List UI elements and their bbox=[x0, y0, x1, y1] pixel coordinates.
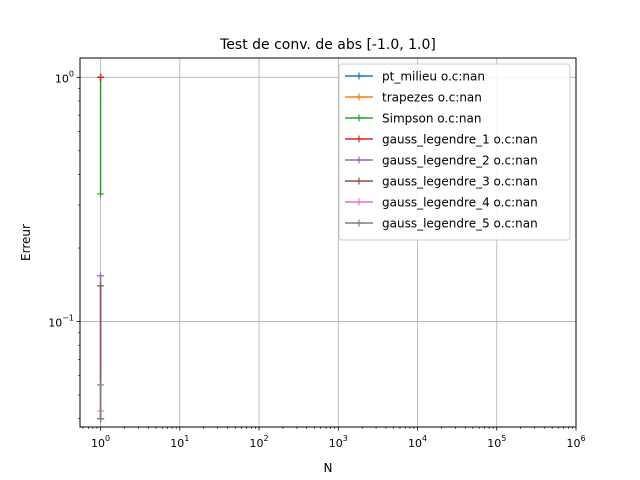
y-tick-label-base: 10 bbox=[55, 72, 69, 85]
legend-label: gauss_legendre_5 o.c:nan bbox=[382, 217, 538, 231]
legend-entry: gauss_legendre_4 o.c:nan bbox=[345, 196, 538, 210]
data-point bbox=[97, 282, 105, 290]
legend-label: Simpson o.c:nan bbox=[382, 112, 481, 126]
legend-label: pt_milieu o.c:nan bbox=[382, 70, 485, 84]
x-tick-label-exp: 3 bbox=[343, 434, 348, 443]
x-tick-label: 106 bbox=[566, 434, 585, 450]
legend-marker bbox=[355, 72, 363, 80]
x-tick-label-exp: 2 bbox=[264, 434, 269, 443]
x-tick-label-base: 10 bbox=[329, 437, 343, 450]
legend-label: gauss_legendre_2 o.c:nan bbox=[382, 154, 538, 168]
legend-marker bbox=[355, 177, 363, 185]
y-tick-label: 10−1 bbox=[48, 314, 74, 330]
x-tick-label-base: 10 bbox=[91, 437, 105, 450]
x-tick-label-exp: 0 bbox=[105, 434, 110, 443]
axes-frame bbox=[79, 57, 577, 428]
data-point bbox=[97, 415, 105, 423]
x-tick-label: 102 bbox=[250, 434, 269, 450]
x-tick-label: 103 bbox=[329, 434, 348, 450]
data-point bbox=[97, 190, 105, 198]
x-tick-label: 104 bbox=[408, 434, 427, 450]
legend-entry: gauss_legendre_5 o.c:nan bbox=[345, 217, 538, 231]
x-tick-label-exp: 1 bbox=[184, 434, 189, 443]
x-tick-label-base: 10 bbox=[408, 437, 422, 450]
y-tick-label-exp: −1 bbox=[62, 314, 74, 323]
x-tick-label-exp: 5 bbox=[501, 434, 506, 443]
x-tick-label: 101 bbox=[170, 434, 189, 450]
x-tick-label-base: 10 bbox=[170, 437, 184, 450]
series-4 bbox=[97, 73, 105, 81]
x-tick-label-exp: 4 bbox=[422, 434, 427, 443]
x-tick-label-base: 10 bbox=[487, 437, 501, 450]
y-axis-label: Erreur bbox=[19, 224, 33, 261]
y-tick-label-base: 10 bbox=[48, 317, 62, 330]
x-tick-label: 105 bbox=[487, 434, 506, 450]
x-tick-label: 100 bbox=[91, 434, 110, 450]
legend-entry: trapezes o.c:nan bbox=[345, 91, 482, 105]
legend-label: trapezes o.c:nan bbox=[382, 91, 482, 105]
x-tick-label-exp: 6 bbox=[580, 434, 585, 443]
data-point bbox=[97, 272, 105, 280]
legend-label: gauss_legendre_3 o.c:nan bbox=[382, 175, 538, 189]
legend-label: gauss_legendre_1 o.c:nan bbox=[382, 133, 538, 147]
legend-entry: gauss_legendre_2 o.c:nan bbox=[345, 154, 538, 168]
y-tick-label: 100 bbox=[55, 69, 74, 85]
legend-marker bbox=[355, 135, 363, 143]
legend-box bbox=[338, 63, 571, 241]
data-point bbox=[97, 381, 105, 389]
data-point bbox=[97, 73, 105, 81]
x-tick-label-base: 10 bbox=[250, 437, 264, 450]
legend-marker bbox=[355, 219, 363, 227]
y-tick-label-exp: 0 bbox=[69, 69, 74, 78]
legend-entry: Simpson o.c:nan bbox=[345, 112, 481, 126]
legend-marker bbox=[355, 114, 363, 122]
series-layer bbox=[97, 73, 105, 423]
legend-marker bbox=[355, 198, 363, 206]
legend-marker bbox=[355, 156, 363, 164]
x-axis-label: N bbox=[324, 461, 333, 475]
legend-entry: pt_milieu o.c:nan bbox=[345, 70, 485, 84]
series-8 bbox=[97, 381, 105, 423]
legend: pt_milieu o.c:nan trapezes o.c:nan Simpson… bbox=[338, 63, 571, 241]
legend-entry: gauss_legendre_1 o.c:nan bbox=[345, 133, 538, 147]
legend-entry: gauss_legendre_3 o.c:nan bbox=[345, 175, 538, 189]
legend-label: gauss_legendre_4 o.c:nan bbox=[382, 196, 538, 210]
x-tick-label-base: 10 bbox=[566, 437, 580, 450]
legend-marker bbox=[355, 93, 363, 101]
chart-title: Test de conv. de abs [-1.0, 1.0] bbox=[219, 37, 436, 53]
